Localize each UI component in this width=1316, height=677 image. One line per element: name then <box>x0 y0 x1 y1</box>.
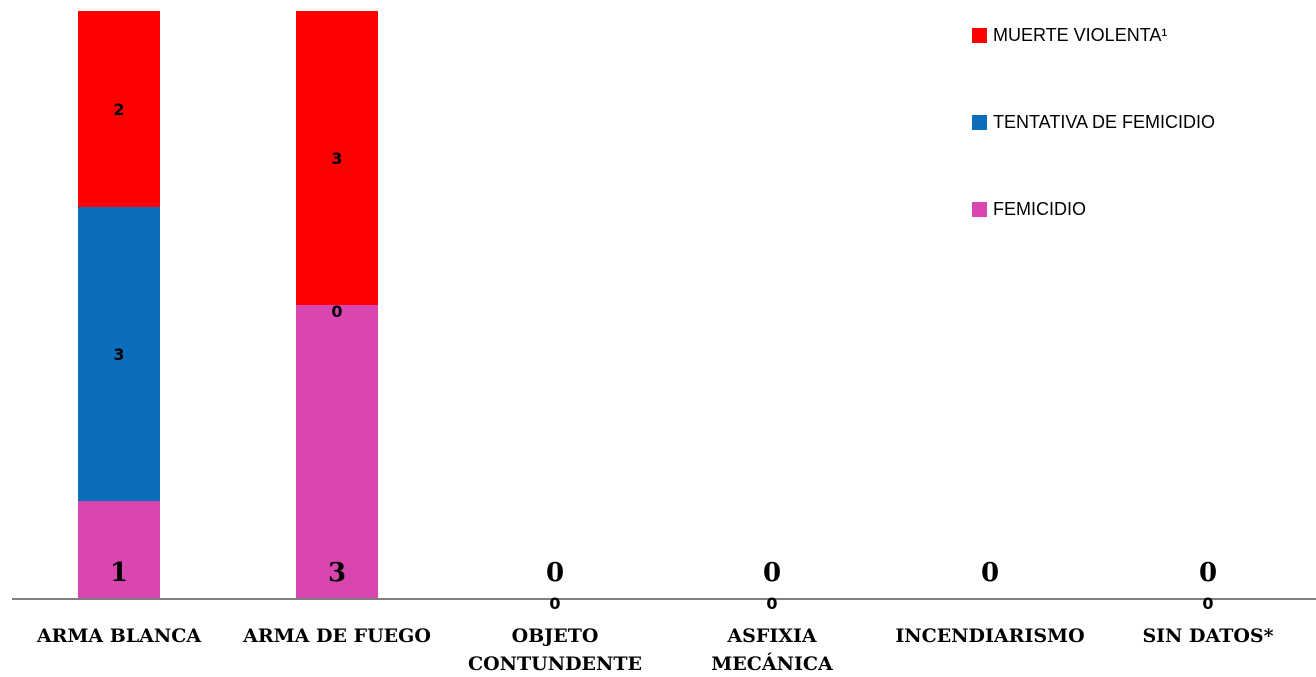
legend-label-muerte-violenta: MUERTE VIOLENTA¹ <box>993 24 1168 45</box>
data-label-femicidio-objeto: 0 <box>546 558 564 588</box>
legend-label-tentativa-de-femicidio: TENTATIVA DE FEMICIDIO <box>993 111 1216 132</box>
data-label-tentativa-de-femicidio-arma-de-fuego: 0 <box>331 302 342 321</box>
category-label-objeto: OBJETO <box>512 625 599 647</box>
data-label-femicidio-arma-blanca: 1 <box>110 558 128 588</box>
legend-swatch-muerte-violenta <box>972 27 987 43</box>
legend-item-femicidio: FEMICIDIO <box>972 198 1086 220</box>
data-label-tentativa-de-femicidio-objeto: 0 <box>549 594 560 613</box>
category-label-arma-blanca: ARMA BLANCA <box>36 625 202 647</box>
data-label-femicidio-incendiarismo: 0 <box>981 558 999 588</box>
data-label-muerte-violenta-arma-de-fuego: 3 <box>331 149 342 168</box>
legend-item-muerte-violenta: MUERTE VIOLENTA¹ <box>972 24 1167 46</box>
data-label-tentativa-de-femicidio-arma-blanca: 3 <box>113 345 124 364</box>
bar-tentativa-de-femicidio-arma-blanca <box>78 207 160 501</box>
legend-item-tentativa-de-femicidio: TENTATIVA DE FEMICIDIO <box>972 111 1215 133</box>
category-label-arma-de-fuego: ARMA DE FUEGO <box>242 625 431 647</box>
data-label-tentativa-de-femicidio-sin-datos: 0 <box>1202 594 1213 613</box>
bar-femicidio-arma-blanca <box>78 501 160 599</box>
data-label-femicidio-sin-datos: 0 <box>1199 558 1217 588</box>
category-label-incendiarismo: INCENDIARISMO <box>895 625 1084 647</box>
bar-muerte-violenta-arma-de-fuego <box>296 11 378 305</box>
bar-femicidio-arma-de-fuego <box>296 305 378 599</box>
data-label-muerte-violenta-arma-blanca: 2 <box>113 100 124 119</box>
data-label-femicidio-asfixia: 0 <box>763 558 781 588</box>
category-label-asfixia: ASFIXIA <box>726 625 816 647</box>
chart-legend: MUERTE VIOLENTA¹ TENTATIVA DE FEMICIDIO … <box>972 0 1312 240</box>
category-label-line2-contundente: CONTUNDENTE <box>468 653 642 675</box>
legend-swatch-femicidio <box>972 201 987 217</box>
category-label-line2-mecanica: MECÁNICA <box>711 652 833 675</box>
legend-swatch-tentativa-de-femicidio <box>972 114 987 130</box>
data-label-tentativa-de-femicidio-asfixia: 0 <box>766 594 777 613</box>
bar-muerte-violenta-arma-blanca <box>78 11 160 207</box>
category-label-sin-datos: SIN DATOS* <box>1142 625 1273 647</box>
legend-label-femicidio: FEMICIDIO <box>993 198 1086 219</box>
data-label-femicidio-arma-de-fuego: 3 <box>328 558 346 588</box>
